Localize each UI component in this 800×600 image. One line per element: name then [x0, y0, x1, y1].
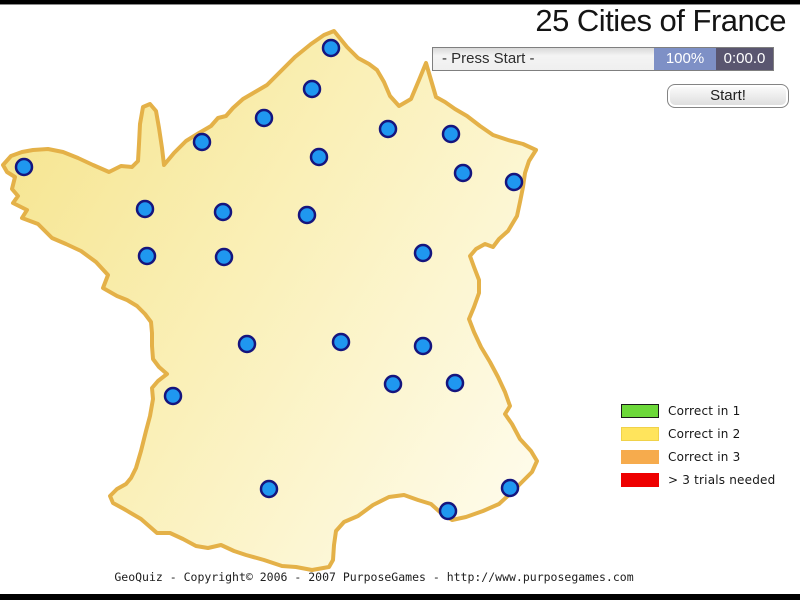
legend-swatch — [621, 403, 659, 418]
footer-credit: GeoQuiz - Copyright© 2006 - 2007 Purpose… — [114, 570, 634, 584]
city-dot[interactable] — [441, 124, 461, 144]
legend-item-label: Correct in 3 — [668, 449, 741, 464]
city-dot[interactable] — [331, 332, 351, 352]
legend-swatch — [621, 426, 659, 441]
city-dot[interactable] — [321, 38, 341, 58]
city-dot[interactable] — [383, 374, 403, 394]
city-dot[interactable] — [259, 479, 279, 499]
start-button[interactable]: Start! — [667, 84, 789, 108]
city-dot[interactable] — [438, 501, 458, 521]
city-dot[interactable] — [413, 336, 433, 356]
legend-item-label: Correct in 2 — [668, 426, 741, 441]
city-dot[interactable] — [214, 247, 234, 267]
timer-display: 0:00.0 — [716, 48, 773, 70]
city-dot[interactable] — [500, 478, 520, 498]
legend-swatch — [621, 472, 659, 487]
city-dot[interactable] — [163, 386, 183, 406]
letterbox-bottom — [0, 594, 800, 600]
city-dot[interactable] — [237, 334, 257, 354]
city-dot[interactable] — [254, 108, 274, 128]
legend-swatch — [621, 449, 659, 464]
city-dot[interactable] — [445, 373, 465, 393]
city-dot[interactable] — [135, 199, 155, 219]
status-message: - Press Start - — [433, 48, 654, 70]
city-dot[interactable] — [504, 172, 524, 192]
city-dot[interactable] — [14, 157, 34, 177]
legend-item: Correct in 2 — [621, 422, 775, 445]
city-dot[interactable] — [378, 119, 398, 139]
city-dot[interactable] — [137, 246, 157, 266]
legend-item-label: Correct in 1 — [668, 403, 741, 418]
france-outline — [1, 29, 539, 572]
city-dot[interactable] — [302, 79, 322, 99]
city-dot[interactable] — [309, 147, 329, 167]
legend-item: > 3 trials needed — [621, 468, 775, 491]
status-bar: - Press Start - 100% 0:00.0 — [432, 47, 774, 71]
legend-item-label: > 3 trials needed — [668, 472, 776, 487]
city-dot[interactable] — [213, 202, 233, 222]
legend-item: Correct in 3 — [621, 445, 775, 468]
page-title: 25 Cities of France — [535, 3, 786, 38]
progress-percent: 100% — [654, 48, 716, 70]
letterbox-top — [0, 0, 800, 5]
city-dot[interactable] — [453, 163, 473, 183]
legend: Correct in 1 Correct in 2 Correct in 3 > 3 … — [621, 399, 775, 491]
legend-item: Correct in 1 — [621, 399, 775, 422]
city-dots-layer — [14, 38, 524, 521]
city-dot[interactable] — [297, 205, 317, 225]
city-dot[interactable] — [192, 132, 212, 152]
city-dot[interactable] — [413, 243, 433, 263]
